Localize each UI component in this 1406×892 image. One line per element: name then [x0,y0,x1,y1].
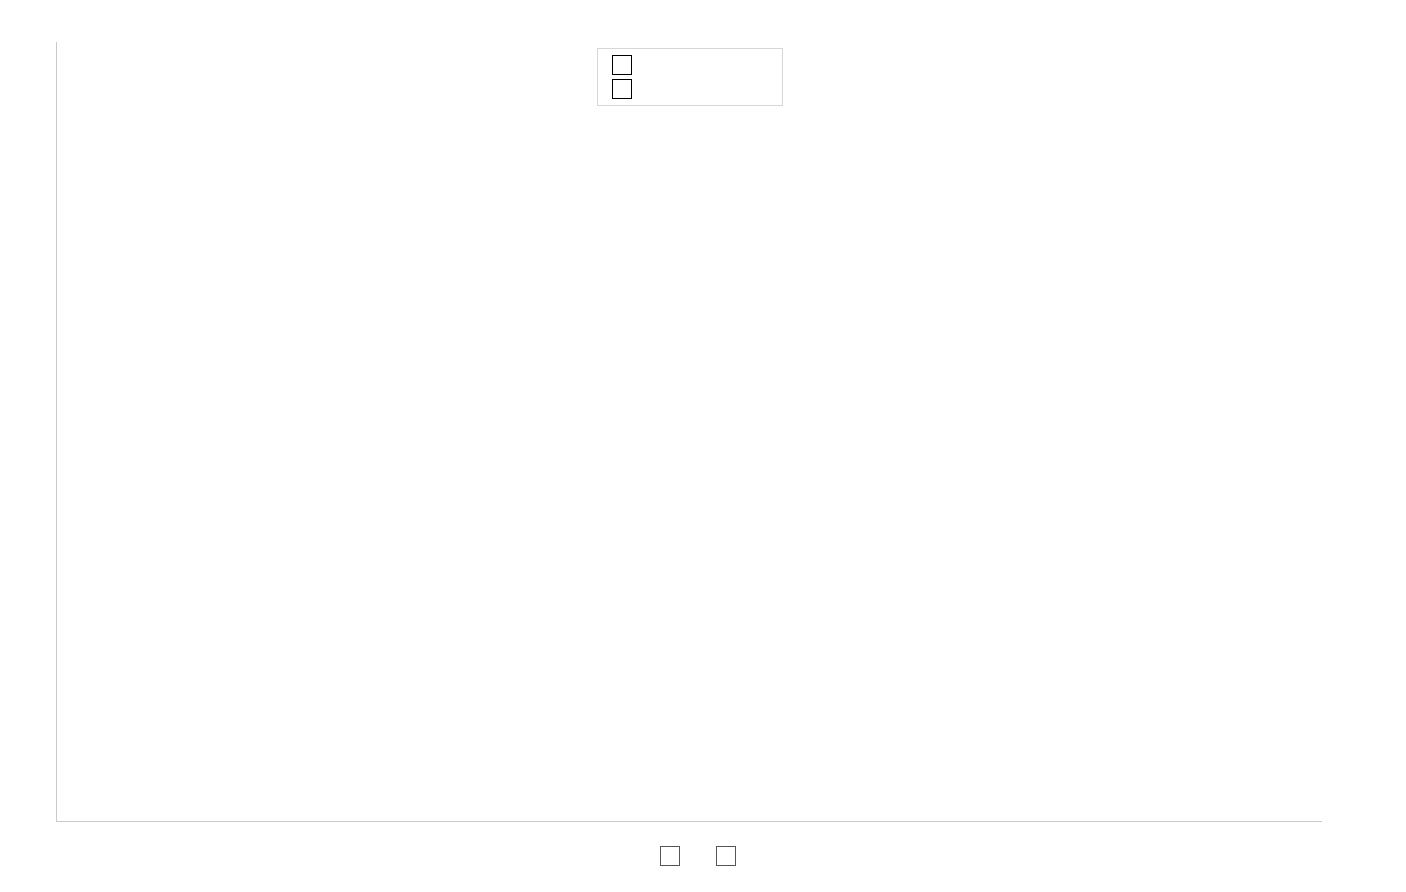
swatch-colombians [612,79,632,99]
legend-item-bahamians [660,846,688,866]
chart-container [12,36,1392,872]
stats-legend [597,48,783,106]
swatch-bahamians [612,55,632,75]
swatch-bahamians [660,846,680,866]
swatch-colombians [716,846,736,866]
scatter-points-layer [57,42,1322,821]
stats-row-bahamians [612,55,768,75]
legend-item-colombians [716,846,744,866]
series-legend [660,846,744,866]
stats-row-colombians [612,79,768,99]
plot-area [56,42,1322,822]
